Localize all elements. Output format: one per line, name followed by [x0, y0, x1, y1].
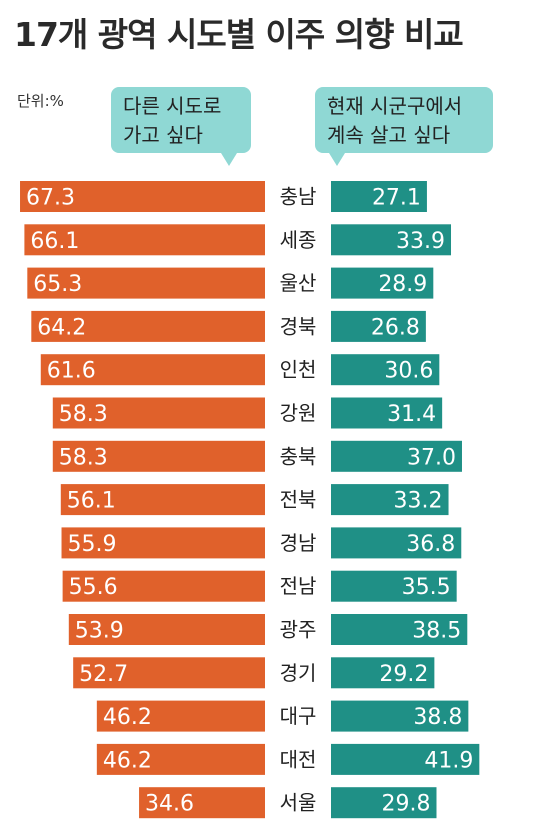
right-value-label: 41.9	[424, 748, 473, 773]
category-label: 경북	[280, 314, 317, 338]
right-value-label: 33.9	[396, 229, 445, 254]
category-label: 서울	[280, 791, 317, 815]
left-value-label: 55.6	[69, 575, 118, 600]
left-value-label: 65.3	[33, 272, 82, 297]
category-label: 전북	[280, 488, 317, 512]
left-value-label: 46.2	[103, 748, 152, 773]
right-value-label: 31.4	[387, 402, 436, 427]
left-value-label: 34.6	[145, 792, 194, 817]
left-value-label: 58.3	[59, 402, 108, 427]
right-value-label: 28.9	[378, 272, 427, 297]
left-value-label: 55.9	[68, 532, 117, 557]
right-value-label: 29.2	[379, 662, 428, 687]
right-value-label: 33.2	[394, 489, 443, 514]
right-value-label: 26.8	[371, 315, 420, 340]
left-value-label: 56.1	[67, 489, 116, 514]
right-value-label: 35.5	[402, 575, 451, 600]
left-value-label: 61.6	[47, 359, 96, 384]
right-value-label: 29.8	[382, 792, 431, 817]
left-value-label: 52.7	[79, 662, 128, 687]
category-label: 인천	[280, 358, 317, 382]
category-label: 대구	[280, 704, 317, 728]
category-label: 경기	[280, 661, 317, 685]
right-value-label: 38.8	[413, 705, 462, 730]
left-value-label: 64.2	[37, 315, 86, 340]
left-value-label: 46.2	[103, 705, 152, 730]
category-label: 울산	[280, 271, 317, 295]
right-value-label: 38.5	[412, 619, 461, 644]
left-value-label: 66.1	[30, 229, 79, 254]
category-label: 대전	[280, 747, 317, 771]
category-label: 광주	[280, 618, 317, 642]
right-value-label: 27.1	[372, 186, 421, 211]
right-value-label: 37.0	[407, 445, 456, 470]
right-value-label: 36.8	[406, 532, 455, 557]
left-value-label: 58.3	[59, 445, 108, 470]
category-label: 충북	[280, 444, 317, 468]
category-label: 충남	[280, 185, 317, 209]
category-label: 세종	[280, 228, 317, 252]
category-label: 강원	[280, 401, 317, 425]
left-value-label: 53.9	[75, 619, 124, 644]
right-value-label: 30.6	[384, 359, 433, 384]
left-value-label: 67.3	[26, 186, 75, 211]
category-label: 경남	[280, 531, 317, 555]
category-label: 전남	[280, 574, 317, 598]
